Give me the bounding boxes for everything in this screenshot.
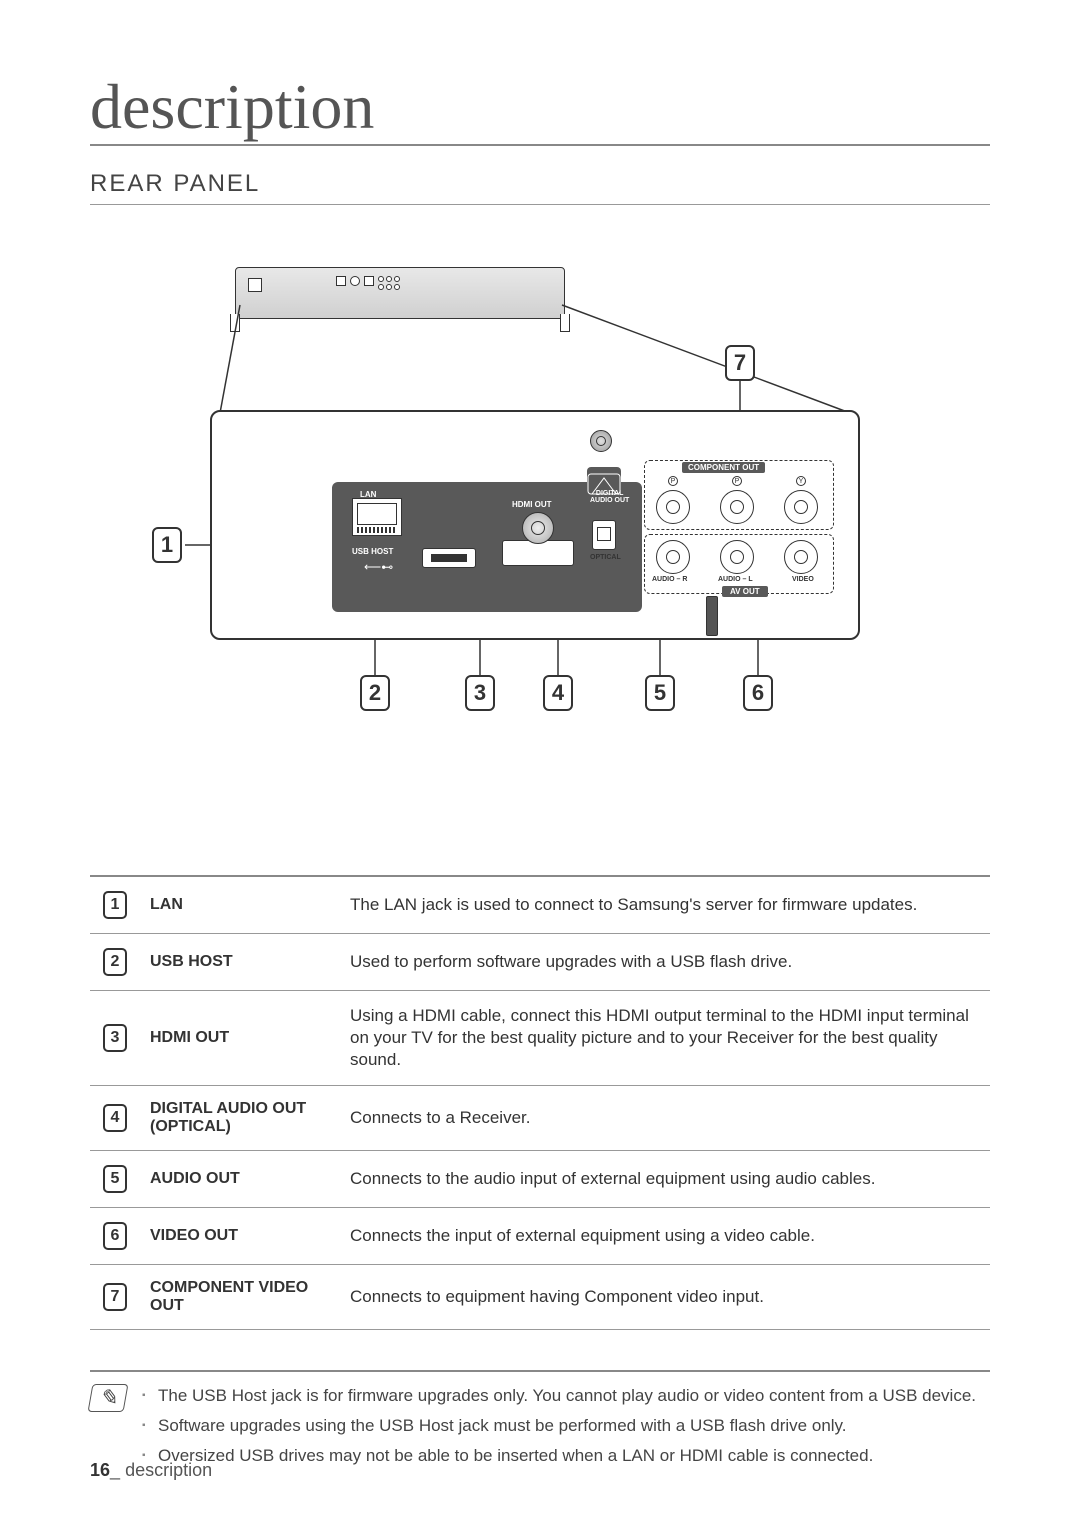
note-item: The USB Host jack is for firmware upgrad… [142, 1384, 990, 1408]
optical-port [592, 520, 616, 550]
row-number: 4 [103, 1104, 127, 1132]
port-name: DIGITAL AUDIO OUT (OPTICAL) [140, 1086, 340, 1151]
port-description: Connects the input of external equipment… [340, 1208, 990, 1265]
port-description: Used to perform software upgrades with a… [340, 934, 990, 991]
callout-6: 6 [743, 675, 773, 711]
note-list: The USB Host jack is for firmware upgrad… [142, 1384, 990, 1473]
port-name: USB HOST [140, 934, 340, 991]
lan-label: LAN [360, 490, 376, 499]
row-number: 6 [103, 1222, 127, 1250]
table-row: 4 DIGITAL AUDIO OUT (OPTICAL)Connects to … [90, 1086, 990, 1151]
usb-host-label: USB HOST [352, 548, 393, 556]
note-item: Oversized USB drives may not be able to … [142, 1444, 990, 1468]
note-icon: ✎ [88, 1384, 129, 1412]
row-number: 3 [103, 1024, 127, 1052]
row-number: 7 [103, 1283, 127, 1311]
lan-port [352, 498, 402, 536]
callout-7: 7 [725, 345, 755, 381]
table-row: 1 LANThe LAN jack is used to connect to S… [90, 876, 990, 934]
table-row: 5 AUDIO OUTConnects to the audio input of… [90, 1151, 990, 1208]
port-description: The LAN jack is used to connect to Samsu… [340, 876, 990, 934]
fan-icon [582, 472, 626, 512]
unit-top-view [235, 267, 565, 319]
component-y-port [784, 490, 818, 524]
page-title: description [90, 70, 990, 146]
audio-l-label: AUDIO – L [718, 576, 753, 583]
callout-2: 2 [360, 675, 390, 711]
callout-1: 1 [152, 527, 182, 563]
port-description: Using a HDMI cable, connect this HDMI ou… [340, 991, 990, 1086]
footer-separator: _ [110, 1460, 120, 1480]
hdmi-out-label: HDMI OUT [512, 500, 552, 509]
footer-label: description [125, 1460, 212, 1480]
callout-4: 4 [543, 675, 573, 711]
pb-small-label: P [668, 476, 678, 486]
callout-3: 3 [465, 675, 495, 711]
video-port [784, 540, 818, 574]
table-row: 6 VIDEO OUTConnects the input of external… [90, 1208, 990, 1265]
section-heading: REAR PANEL [90, 170, 990, 205]
audio-r-label: AUDIO – R [652, 576, 687, 583]
notes-section: ✎ The USB Host jack is for firmware upgr… [90, 1370, 990, 1473]
optical-label: OPTICAL [590, 554, 621, 561]
row-number: 1 [103, 891, 127, 919]
component-out-label: COMPONENT OUT [682, 462, 765, 473]
component-pr-port [720, 490, 754, 524]
page-footer: 16_ description [90, 1460, 212, 1481]
port-name: COMPONENT VIDEO OUT [140, 1265, 340, 1330]
port-description-table: 1 LANThe LAN jack is used to connect to S… [90, 875, 990, 1330]
screw-icon [590, 430, 612, 452]
port-name: VIDEO OUT [140, 1208, 340, 1265]
usb-port [422, 548, 476, 568]
rear-panel-diagram: LAN USB HOST ⟵⊷ HDMI OUT DIGITAL AUDIO O… [150, 245, 930, 765]
av-cable [706, 596, 718, 636]
row-number: 5 [103, 1165, 127, 1193]
port-name: HDMI OUT [140, 991, 340, 1086]
av-out-label: AV OUT [722, 586, 768, 597]
audio-r-port [656, 540, 690, 574]
port-description: Connects to equipment having Component v… [340, 1265, 990, 1330]
table-row: 3 HDMI OUTUsing a HDMI cable, connect thi… [90, 991, 990, 1086]
hdmi-port [522, 512, 554, 544]
callout-5: 5 [645, 675, 675, 711]
audio-l-port [720, 540, 754, 574]
table-row: 7 COMPONENT VIDEO OUTConnects to equipmen… [90, 1265, 990, 1330]
rear-panel-enlarged: LAN USB HOST ⟵⊷ HDMI OUT DIGITAL AUDIO O… [210, 410, 860, 640]
note-item: Software upgrades using the USB Host jac… [142, 1414, 990, 1438]
row-number: 2 [103, 948, 127, 976]
pr-small-label: P [732, 476, 742, 486]
table-row: 2 USB HOSTUsed to perform software upgrad… [90, 934, 990, 991]
page-number: 16 [90, 1460, 110, 1480]
usb-icon: ⟵⊷ [364, 560, 393, 574]
y-small-label: Y [796, 476, 806, 486]
video-label: VIDEO [792, 576, 814, 583]
port-description: Connects to the audio input of external … [340, 1151, 990, 1208]
port-description: Connects to a Receiver. [340, 1086, 990, 1151]
port-name: LAN [140, 876, 340, 934]
component-pb-port [656, 490, 690, 524]
port-name: AUDIO OUT [140, 1151, 340, 1208]
